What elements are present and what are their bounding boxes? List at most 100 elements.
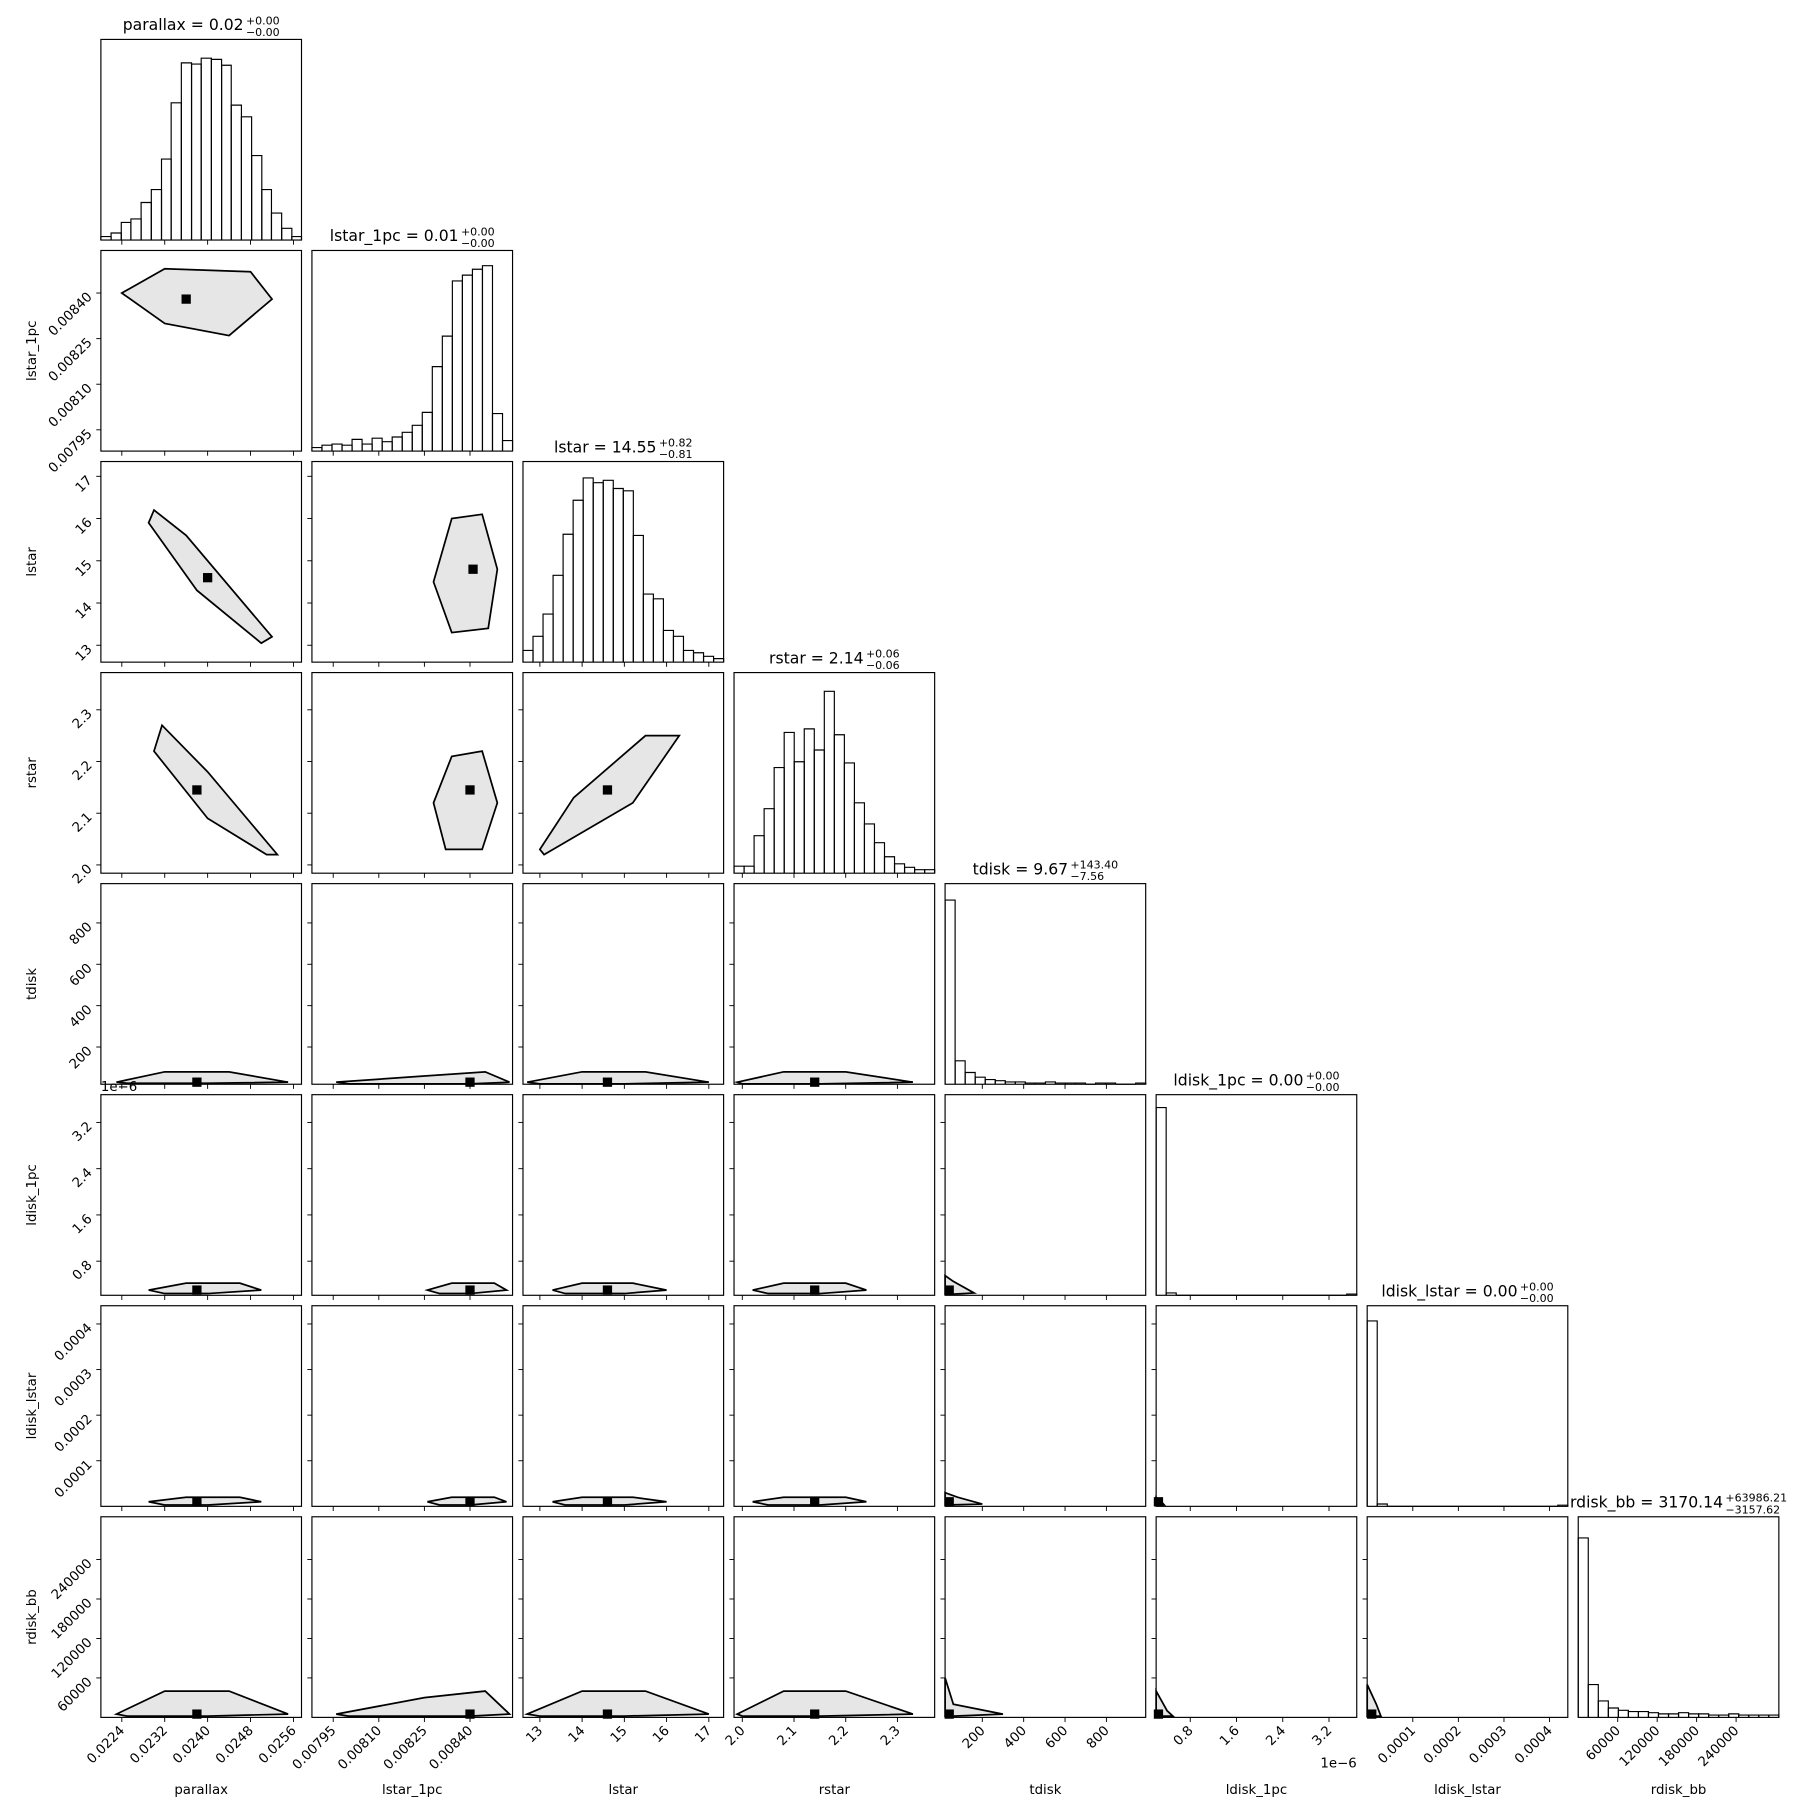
hist-bin: [461, 274, 474, 452]
y-tick-label: 0.8: [70, 1258, 96, 1284]
hist-bin: [110, 232, 122, 241]
hist-bin: [803, 728, 815, 874]
x-tick-label: 0.00840: [427, 1724, 477, 1774]
title-lower: −7.56: [1070, 870, 1104, 883]
hist-bin: [582, 477, 594, 663]
panel-frame: [733, 1094, 936, 1296]
hist-bin: [281, 227, 293, 241]
y-axis-label: lstar: [25, 547, 40, 577]
x-tick-label: 240000: [1696, 1724, 1743, 1771]
hist-bin: [843, 762, 855, 874]
hist-bin: [944, 899, 956, 1085]
hist-bin: [1376, 1503, 1388, 1507]
title-main: ldisk_lstar = 0.00: [1381, 1281, 1517, 1301]
panel-frame: [311, 883, 514, 1085]
contour: [148, 1496, 262, 1506]
panel-title: rdisk_bb = 3170.14 +63986.21−3157.62: [1570, 1492, 1787, 1517]
peak: [944, 1497, 954, 1507]
panel-title: lstar = 14.55 +0.82−0.81: [554, 436, 693, 461]
peak: [1153, 1497, 1164, 1507]
hist-bin: [361, 443, 373, 452]
y-axis-label: ldisk_lstar: [25, 1372, 40, 1439]
y-axis-label: lstar_1pc: [25, 321, 40, 381]
peak: [192, 1497, 202, 1507]
x-tick-label: 0.0002: [1421, 1724, 1465, 1768]
hist-bin: [331, 443, 343, 452]
hist-bin: [1104, 1082, 1117, 1085]
title-main: tdisk = 9.67: [973, 859, 1069, 878]
y-tick-label: 2.4: [70, 1166, 96, 1192]
x-tick-label: 2.4: [1263, 1724, 1289, 1750]
y-tick-label: 15: [73, 558, 96, 581]
x-tick-label: 0.0224: [85, 1724, 129, 1768]
title-upper: +0.82: [659, 436, 693, 449]
hist-bin: [532, 635, 544, 663]
panel-frame: [100, 38, 303, 241]
panel-frame: [522, 1305, 725, 1507]
y-tick-label: 0.0004: [52, 1321, 96, 1365]
hist-bin: [421, 411, 433, 452]
x-tick-label: 15: [608, 1724, 631, 1747]
x-tick-label: 0.0240: [170, 1724, 214, 1768]
hist-bin: [371, 437, 383, 452]
y-tick-label: 600: [67, 961, 96, 990]
panel-frame: [311, 671, 514, 874]
peak: [602, 785, 613, 795]
hist-bin: [160, 158, 172, 241]
peak: [192, 785, 202, 795]
title-lower: −0.81: [659, 448, 693, 461]
x-tick-label: 1.6: [1217, 1724, 1243, 1750]
title-main: ldisk_1pc = 0.00: [1173, 1070, 1303, 1090]
y-tick-label: 1.6: [70, 1212, 96, 1238]
hist-bin: [210, 58, 223, 241]
panel-title: rstar = 2.14 +0.06−0.06: [769, 648, 900, 673]
x-axis-label: lstar_1pc: [382, 1783, 442, 1798]
y-tick-label: 16: [73, 515, 96, 538]
hist-bin: [1677, 1712, 1690, 1718]
title-upper: +63986.21: [1725, 1492, 1787, 1505]
hist-bin: [411, 424, 423, 452]
panel-frame: [100, 1305, 303, 1507]
panel-frame: [1155, 1305, 1358, 1507]
x-tick-label: 600: [1043, 1724, 1072, 1753]
hist-bin: [130, 218, 142, 241]
title-upper: +143.40: [1070, 859, 1118, 872]
x-axis-label: lstar: [609, 1783, 639, 1798]
title-upper: +0.06: [866, 648, 900, 661]
contour: [113, 1690, 289, 1717]
hist-bin: [682, 649, 695, 663]
panel-frame: [311, 1305, 514, 1507]
contour: [538, 734, 681, 856]
hist-bin: [441, 335, 453, 452]
peak: [465, 785, 475, 795]
hist-bin: [873, 842, 886, 874]
contour: [524, 1690, 710, 1717]
panel-frame: [1155, 1094, 1358, 1296]
hist-bin: [893, 863, 906, 874]
contour: [752, 1496, 867, 1506]
peak: [944, 1285, 954, 1295]
title-lower: −0.06: [866, 659, 900, 672]
peak: [810, 1497, 820, 1507]
y-tick-label: 0.0001: [52, 1458, 96, 1502]
y-tick-label: 180000: [49, 1596, 96, 1643]
peak: [202, 573, 213, 583]
y-axis-label: tdisk: [25, 968, 40, 1000]
x-tick-label: 0.0232: [127, 1724, 171, 1768]
peak: [602, 1077, 613, 1087]
y-tick-label: 60000: [55, 1675, 96, 1716]
y-tick-label: 0.0002: [52, 1412, 96, 1456]
x-tick-label: 180000: [1656, 1724, 1703, 1771]
hist-bin: [954, 1060, 966, 1085]
hist-bin: [522, 649, 534, 663]
panel-frame: [733, 1305, 936, 1507]
x-tick-label: 17: [693, 1724, 716, 1747]
hist-bin: [1597, 1700, 1609, 1718]
x-tick-label: 200: [960, 1724, 989, 1753]
title-main: lstar_1pc = 0.01: [330, 226, 459, 246]
hist-bin: [1074, 1082, 1087, 1085]
hist-bin: [823, 690, 835, 874]
contour: [120, 267, 274, 337]
panel-title: parallax = 0.02 +0.00−0.00: [123, 14, 280, 39]
